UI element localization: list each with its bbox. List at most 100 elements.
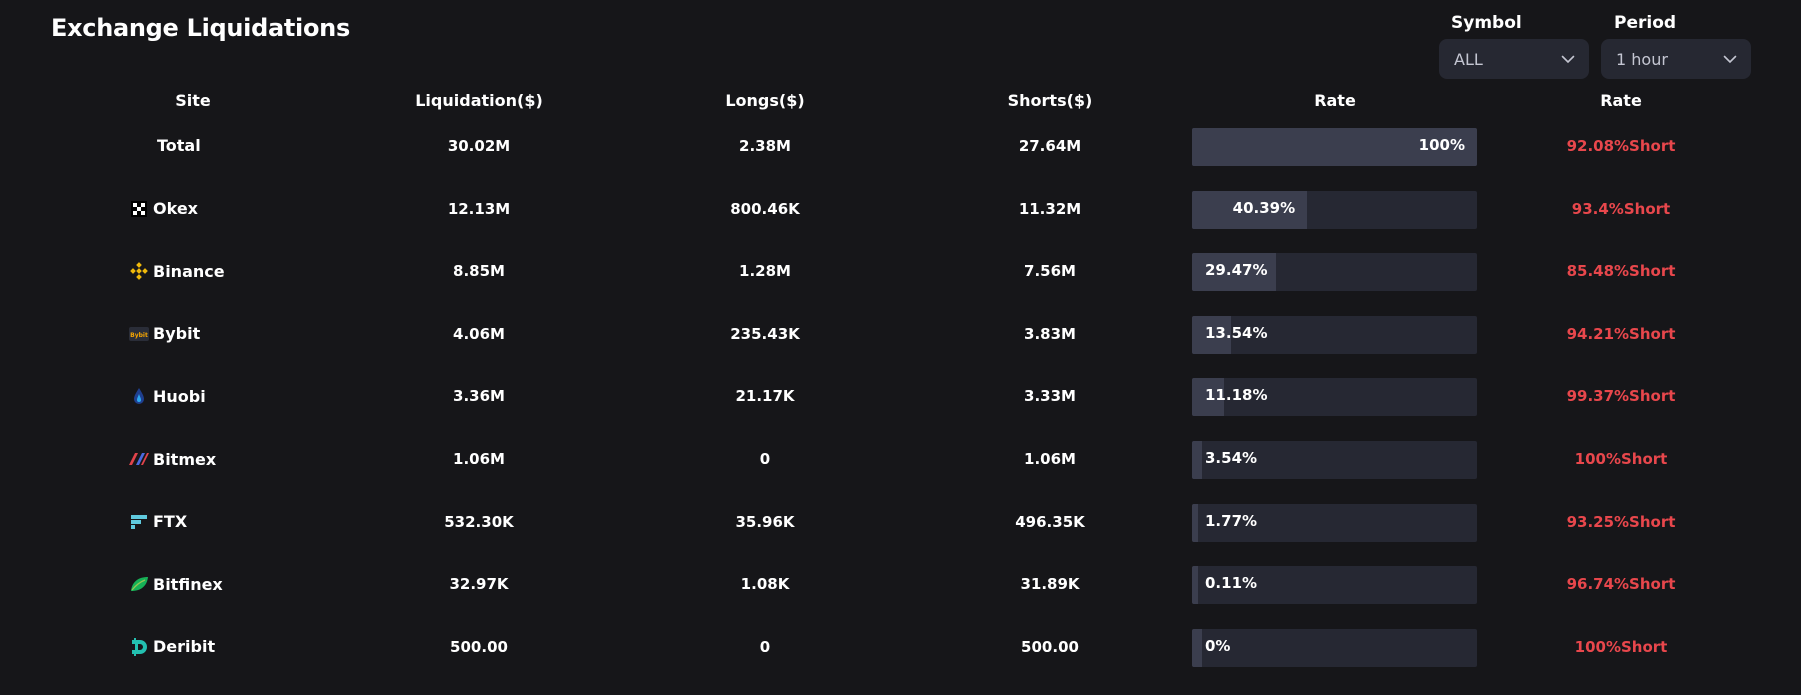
site-cell: Bitfinex	[129, 574, 223, 594]
site-name: Total	[157, 136, 201, 155]
rate-bar-fill	[1192, 503, 1198, 542]
short-rate-value: 100%Short	[1574, 637, 1668, 656]
rate-bar: 11.18%	[1192, 378, 1477, 417]
liquidation-value: 500.00	[450, 637, 508, 656]
shorts-value: 11.32M	[1018, 199, 1082, 218]
shorts-value: 496.35K	[1015, 512, 1085, 531]
rate-bar-fill	[1192, 315, 1231, 354]
chevron-down-icon	[1561, 55, 1575, 64]
site-name: Binance	[153, 261, 225, 281]
longs-value: 1.08K	[740, 575, 790, 594]
binance-icon	[129, 261, 149, 281]
period-label: Period	[1614, 13, 1677, 33]
svg-text:Bybit: Bybit	[130, 332, 148, 339]
huobi-icon	[129, 386, 149, 406]
shorts-value: 27.64M	[1018, 137, 1082, 155]
short-rate-value: 94.21%Short	[1566, 324, 1676, 343]
rate-bar-fill	[1192, 190, 1308, 229]
site-name: FTX	[153, 512, 188, 532]
longs-value: 0	[759, 450, 771, 468]
liquidation-value: 3.36M	[453, 387, 505, 406]
column-header-longs: Longs($)	[725, 91, 805, 110]
rate-bar: 40.39%	[1192, 190, 1477, 229]
shorts-value: 7.56M	[1024, 262, 1076, 281]
site-name: Deribit	[153, 637, 216, 657]
site-cell: Huobi	[129, 386, 206, 406]
longs-value: 2.38M	[739, 137, 791, 155]
rate-bar-label: 3.54%	[1205, 449, 1258, 467]
rate-bar-fill	[1192, 628, 1202, 667]
bitmex-icon	[129, 449, 149, 469]
site-cell: Okex	[129, 199, 198, 219]
shorts-value: 500.00	[1021, 637, 1079, 656]
longs-value: 235.43K	[730, 324, 800, 343]
site-cell: Total	[157, 136, 201, 155]
rate-bar-fill	[1192, 441, 1203, 479]
rate-bar: 29.47%	[1192, 253, 1477, 292]
bitfinex-icon	[129, 574, 149, 594]
site-cell: Binance	[129, 261, 225, 281]
column-header-rate: Rate	[1314, 91, 1356, 110]
rate-bar-label: 100%	[1418, 136, 1465, 154]
liquidation-value: 532.30K	[444, 512, 514, 531]
site-name: Bitfinex	[153, 574, 223, 594]
site-name: Bybit	[153, 324, 201, 344]
rate-bar-fill	[1192, 378, 1224, 417]
site-cell: FTX	[129, 512, 187, 532]
column-header-short-rate: Rate	[1600, 91, 1642, 110]
rate-bar: 100%	[1192, 128, 1477, 166]
chevron-down-icon	[1723, 55, 1737, 64]
rate-bar-label: 1.77%	[1205, 511, 1258, 530]
bybit-icon: Bybit	[129, 324, 149, 344]
short-rate-value: 85.48%Short	[1566, 262, 1676, 281]
site-name: Okex	[153, 199, 198, 219]
short-rate-value: 92.08%Short	[1566, 137, 1676, 155]
longs-value: 35.96K	[735, 512, 795, 531]
column-header-liquidation: Liquidation($)	[415, 91, 543, 110]
liquidation-value: 1.06M	[453, 450, 505, 468]
longs-value: 1.28M	[739, 262, 791, 281]
column-header-shorts: Shorts($)	[1007, 91, 1093, 110]
shorts-value: 3.83M	[1024, 324, 1076, 343]
longs-value: 800.46K	[730, 199, 800, 218]
period-select[interactable]: 1 hour	[1601, 39, 1751, 79]
symbol-label: Symbol	[1451, 13, 1522, 33]
period-select-value: 1 hour	[1616, 49, 1668, 69]
column-header-site: Site	[175, 91, 211, 110]
symbol-select[interactable]: ALL	[1439, 39, 1589, 79]
rate-bar-label: 29.47%	[1205, 261, 1268, 280]
short-rate-value: 100%Short	[1574, 450, 1668, 468]
short-rate-value: 93.4%Short	[1571, 199, 1671, 218]
short-rate-value: 93.25%Short	[1566, 512, 1676, 531]
short-rate-value: 99.37%Short	[1566, 387, 1676, 406]
rate-bar-fill	[1192, 253, 1276, 292]
rate-bar-label: 13.54%	[1205, 323, 1268, 342]
rate-bar: 0%	[1192, 628, 1477, 667]
okex-icon	[129, 199, 149, 219]
rate-bar-label: 40.39%	[1232, 198, 1296, 217]
shorts-value: 3.33M	[1024, 387, 1076, 406]
liquidation-value: 32.97K	[449, 575, 509, 594]
site-cell: Deribit	[129, 637, 215, 657]
liquidation-value: 12.13M	[447, 199, 511, 218]
rate-bar: 3.54%	[1192, 441, 1477, 479]
rate-bar-label: 0%	[1205, 636, 1231, 655]
deribit-icon	[129, 637, 149, 657]
rate-bar-fill	[1192, 128, 1477, 166]
symbol-select-value: ALL	[1454, 49, 1483, 69]
page-title: Exchange Liquidations	[51, 14, 350, 42]
liquidation-value: 30.02M	[447, 137, 511, 155]
longs-value: 21.17K	[735, 387, 795, 406]
rate-bar-label: 11.18%	[1205, 386, 1268, 405]
shorts-value: 1.06M	[1024, 450, 1076, 468]
liquidation-value: 8.85M	[453, 262, 505, 281]
site-cell: Bybit Bybit	[129, 324, 200, 344]
rate-bar: 0.11%	[1192, 566, 1477, 605]
rate-bar: 13.54%	[1192, 315, 1477, 354]
longs-value: 0	[759, 637, 771, 656]
site-name: Huobi	[153, 386, 206, 406]
ftx-icon	[129, 512, 149, 532]
site-name: Bitmex	[153, 449, 217, 469]
shorts-value: 31.89K	[1020, 575, 1080, 594]
rate-bar-fill	[1192, 566, 1198, 605]
